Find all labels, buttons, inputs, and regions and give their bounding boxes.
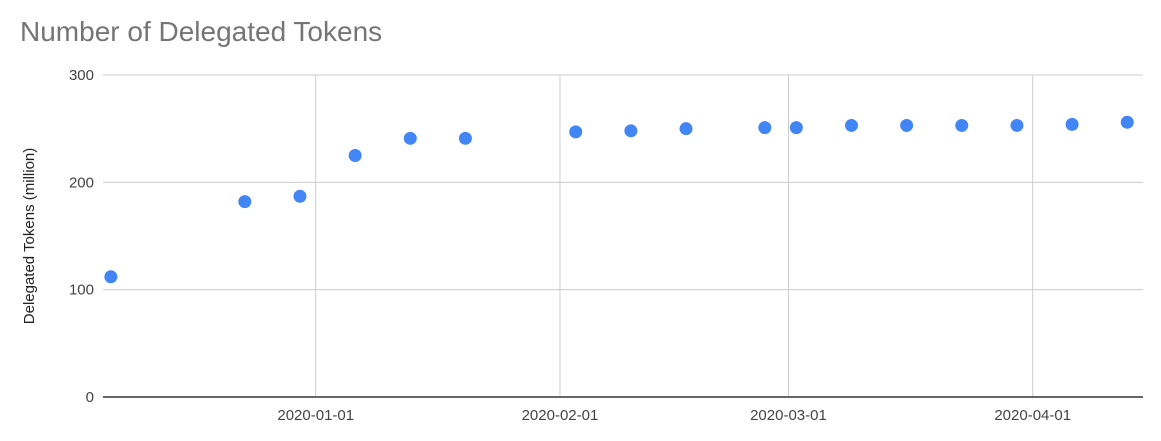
data-point xyxy=(569,125,583,139)
grid-lines xyxy=(103,74,1143,397)
data-point xyxy=(104,270,118,284)
x-tick-label: 2020-03-01 xyxy=(750,407,827,424)
data-points xyxy=(104,115,1134,284)
x-tick-label: 2020-02-01 xyxy=(522,407,599,424)
data-point xyxy=(955,118,969,132)
y-tick-label: 200 xyxy=(69,174,94,191)
data-point xyxy=(348,149,362,162)
x-tick-label: 2020-01-01 xyxy=(277,407,354,424)
data-point xyxy=(758,121,772,135)
data-point xyxy=(624,124,638,138)
data-point xyxy=(789,121,803,135)
y-tick-label: 300 xyxy=(69,67,94,84)
data-point xyxy=(1120,115,1134,129)
data-point xyxy=(238,195,252,209)
y-axis-ticks: 0 100 200 300 xyxy=(69,67,94,406)
data-point xyxy=(458,131,472,145)
y-tick-label: 0 xyxy=(86,389,94,406)
data-point xyxy=(1010,118,1024,132)
data-point xyxy=(403,131,417,145)
data-point xyxy=(1065,117,1079,131)
y-axis-label: Delegated Tokens (million) xyxy=(21,148,38,324)
data-point xyxy=(900,118,914,132)
chart-title: Number of Delegated Tokens xyxy=(20,16,383,47)
x-tick-label: 2020-04-01 xyxy=(994,407,1071,424)
data-point xyxy=(844,118,858,132)
data-point xyxy=(679,122,693,136)
y-tick-label: 100 xyxy=(69,282,94,299)
x-axis-ticks: 2020-01-01 2020-02-01 2020-03-01 2020-04-01 xyxy=(277,407,1071,424)
data-point xyxy=(293,189,307,203)
